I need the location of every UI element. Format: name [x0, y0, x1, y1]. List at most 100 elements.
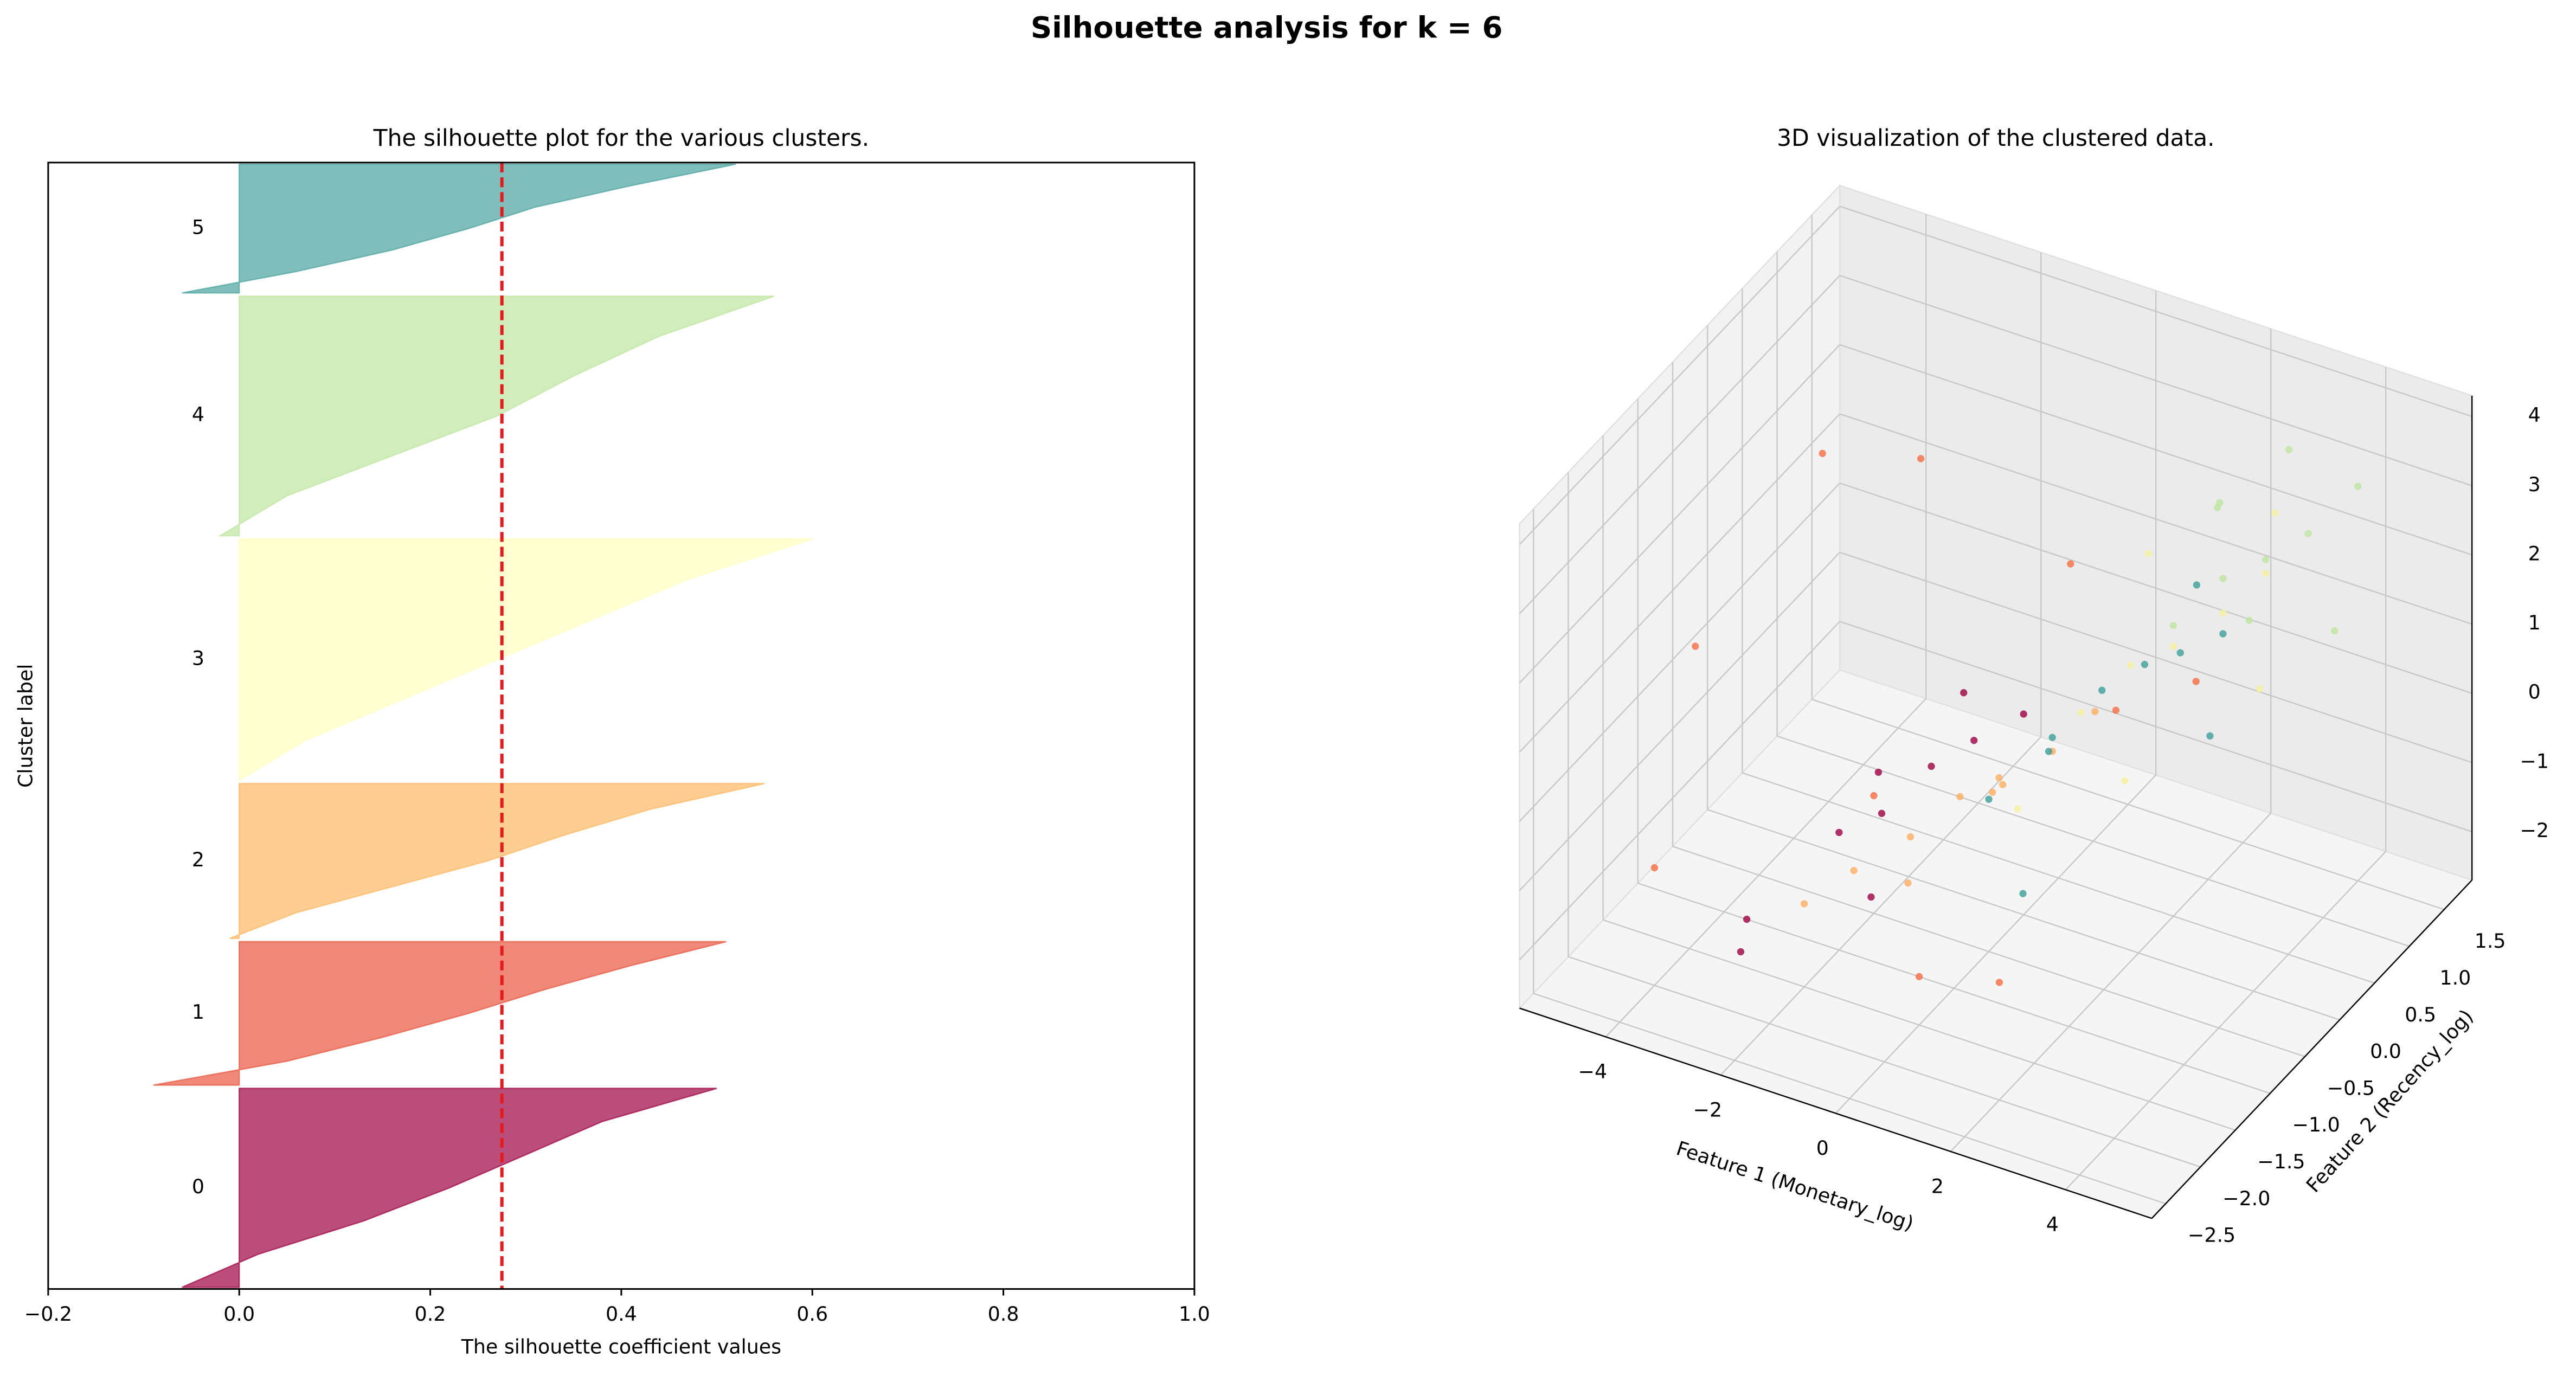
point	[1874, 768, 1883, 776]
z-tick-label: 4	[2528, 403, 2541, 427]
grid-line	[1950, 813, 2272, 1152]
grid-line	[1707, 809, 2340, 1021]
point	[1867, 893, 1875, 901]
grid-line	[1603, 919, 2236, 1131]
point	[1878, 809, 1886, 818]
cluster-label: 4	[192, 403, 204, 426]
grid-line	[1533, 993, 2166, 1205]
point	[2098, 686, 2106, 694]
point	[2219, 575, 2227, 582]
point	[1800, 900, 1808, 908]
point	[1743, 915, 1751, 923]
x-axis-label: The silhouette coefficient values	[461, 1335, 781, 1359]
grid-line	[1605, 698, 1927, 1038]
x-tick-label: 0.4	[606, 1302, 637, 1326]
x-tick-label: −2	[1693, 1098, 1723, 1122]
y-tick-label: −1.0	[2292, 1113, 2340, 1136]
point	[2262, 569, 2270, 577]
point	[2331, 627, 2339, 635]
point	[2192, 678, 2200, 685]
y-tick-label: 0.5	[2405, 1003, 2436, 1026]
grid-line	[1519, 413, 1841, 753]
silhouette-area	[182, 163, 736, 294]
point	[2169, 622, 2177, 629]
point	[1999, 781, 2007, 788]
point	[2256, 685, 2264, 693]
point	[2020, 710, 2027, 718]
grid-line	[1742, 772, 2375, 984]
point	[2262, 556, 2270, 563]
y-tick-label: −1.5	[2257, 1150, 2305, 1173]
x-tick-label: 4	[2046, 1213, 2059, 1236]
point	[1906, 833, 1915, 841]
grid-line	[1839, 275, 2472, 486]
point	[2214, 504, 2221, 511]
z-tick-label: −2	[2520, 819, 2549, 842]
x-tick-label: −4	[1578, 1060, 1608, 1083]
silhouette-area	[238, 538, 813, 782]
grid-line	[1519, 344, 1841, 684]
point	[1960, 689, 1968, 697]
x-tick-label: 1.0	[1179, 1302, 1210, 1326]
x-tick-label: 0.8	[988, 1302, 1019, 1326]
grid-line	[1839, 621, 2472, 833]
grid-line	[1839, 413, 2472, 625]
grid-line	[1839, 344, 2472, 556]
point	[2245, 616, 2253, 624]
silhouette-area	[153, 941, 727, 1086]
z-tick-label: 1	[2528, 611, 2541, 634]
z-tick-label: 0	[2528, 680, 2541, 704]
point	[2271, 509, 2279, 517]
cluster-label: 2	[192, 848, 204, 871]
y-tick-label: 0.0	[2370, 1040, 2401, 1063]
point	[1995, 774, 2003, 782]
grid-line	[1839, 482, 2472, 694]
x-tick-label: 0.2	[415, 1302, 446, 1326]
x-tick-label: −0.2	[24, 1302, 72, 1326]
point	[2014, 805, 2021, 813]
cluster-label: 5	[192, 216, 204, 239]
point	[1850, 866, 1858, 875]
grid-line	[1835, 774, 2157, 1114]
grid-line	[1519, 205, 1841, 545]
x-tick-label: 0	[1816, 1136, 1829, 1160]
grid-line	[1672, 846, 2305, 1058]
cluster-label: 1	[192, 1000, 204, 1024]
cluster-label: 3	[192, 647, 204, 670]
point	[2067, 560, 2074, 568]
point	[1819, 449, 1826, 458]
grid-line	[2065, 851, 2387, 1191]
point	[1956, 793, 1964, 801]
z-tick-label: 2	[2528, 542, 2541, 565]
point	[1692, 642, 1699, 650]
point	[2304, 530, 2312, 537]
z-tick-label: −1	[2520, 749, 2549, 773]
grid-line	[1519, 551, 1841, 891]
y-tick-label: −0.5	[2327, 1076, 2375, 1099]
point	[1835, 828, 1843, 837]
grid-line	[1839, 205, 2472, 417]
figure-title: Silhouette analysis for k = 6	[1031, 10, 1503, 45]
point	[2121, 777, 2129, 785]
point	[2144, 550, 2152, 557]
point	[2112, 706, 2120, 714]
y-axis-label: Cluster label	[14, 664, 37, 787]
point	[2127, 661, 2135, 669]
point	[1995, 979, 2003, 986]
point	[1970, 737, 1978, 744]
point	[2091, 708, 2099, 716]
point	[1737, 948, 1745, 956]
grid-line	[1720, 736, 2042, 1076]
x-tick-label: 2	[1931, 1175, 1944, 1198]
grid-line	[1519, 621, 1841, 961]
left-title: The silhouette plot for the various clus…	[373, 125, 869, 151]
point	[2206, 732, 2214, 740]
silhouette-area	[217, 295, 775, 537]
point	[1989, 788, 1996, 796]
point	[2219, 630, 2227, 638]
x-tick-label: 0.0	[223, 1302, 255, 1326]
point	[2285, 446, 2293, 454]
grid-line	[1637, 882, 2271, 1094]
point	[1917, 455, 1925, 462]
